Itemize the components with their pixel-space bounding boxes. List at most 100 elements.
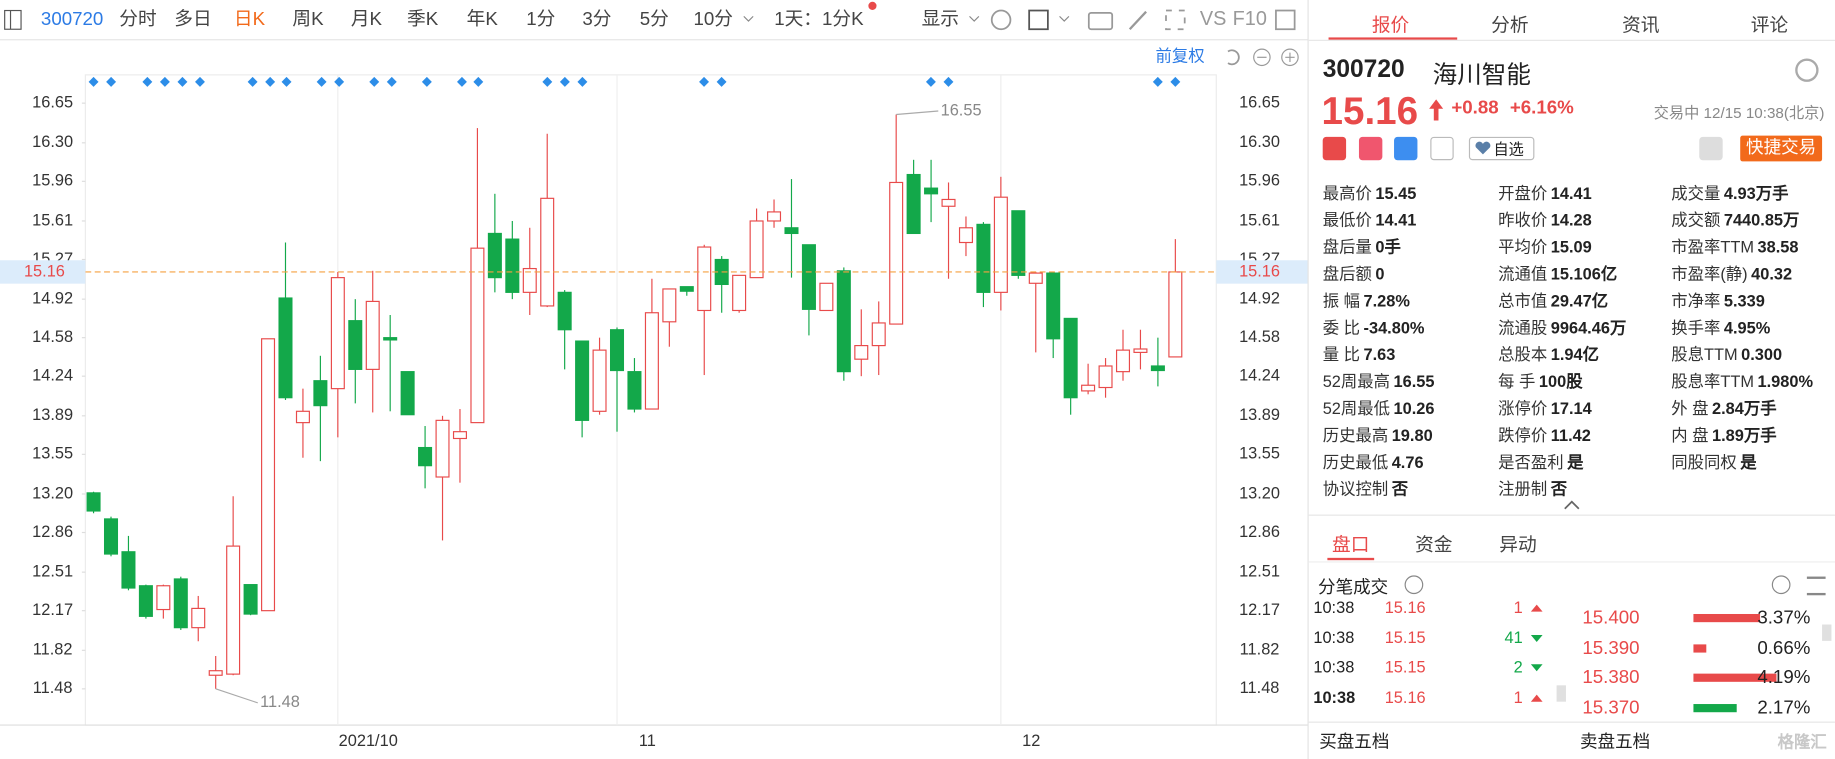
- event-marker[interactable]: [542, 76, 553, 87]
- event-marker[interactable]: [716, 76, 727, 87]
- event-marker[interactable]: [106, 76, 117, 87]
- panel-tab[interactable]: 分析: [1491, 16, 1529, 37]
- y-tick-label: 14.92: [32, 289, 73, 307]
- tag-icon[interactable]: [1394, 136, 1418, 161]
- event-marker[interactable]: [281, 76, 292, 87]
- book-tab[interactable]: 资金: [1415, 535, 1453, 556]
- event-marker[interactable]: [159, 76, 170, 87]
- stat-label: 平均价: [1498, 237, 1548, 257]
- event-marker[interactable]: [699, 76, 710, 87]
- annotation-leader: [896, 110, 939, 116]
- last-price: 15.16: [1321, 88, 1419, 133]
- collapse-caret[interactable]: [1564, 500, 1580, 510]
- stat-label: 成交额: [1671, 210, 1721, 230]
- undo-icon[interactable]: [1227, 49, 1240, 66]
- gear-icon[interactable]: [1795, 58, 1819, 82]
- event-marker[interactable]: [1152, 76, 1163, 87]
- event-marker[interactable]: [559, 76, 570, 87]
- candle-body: [1081, 384, 1096, 392]
- event-marker[interactable]: [577, 76, 588, 87]
- period-tab[interactable]: 多日: [174, 8, 211, 29]
- event-marker[interactable]: [473, 76, 484, 87]
- shape-icon[interactable]: [1028, 9, 1049, 31]
- toolbar-f10[interactable]: F10: [1233, 8, 1267, 30]
- stat-label: 总市值: [1498, 291, 1548, 310]
- zoom-in-icon[interactable]: [1281, 48, 1299, 67]
- stat-label: 委 比: [1322, 318, 1361, 337]
- tick-price: 15.15: [1384, 627, 1426, 647]
- panel-icon[interactable]: [1275, 9, 1296, 31]
- fullscreen-icon[interactable]: [1165, 9, 1186, 31]
- book-tab-divider: [1308, 561, 1835, 563]
- quick-trade-button[interactable]: 快捷交易: [1740, 135, 1823, 162]
- tick-dir-arrow: [1530, 604, 1543, 612]
- candle-body: [208, 670, 223, 676]
- note-icon[interactable]: [1430, 136, 1454, 161]
- period-tab[interactable]: 分时: [119, 8, 156, 29]
- bell-icon[interactable]: [1699, 136, 1723, 161]
- period-tab[interactable]: 1分: [526, 8, 555, 29]
- list-icon[interactable]: [1806, 576, 1826, 596]
- panel-tab[interactable]: 报价: [1371, 16, 1410, 37]
- menu-icon[interactable]: [4, 9, 22, 30]
- period-tab[interactable]: 日K: [234, 8, 266, 29]
- annotation-label: 11.48: [260, 693, 300, 711]
- book-tab[interactable]: 盘口: [1332, 535, 1370, 556]
- event-marker[interactable]: [943, 76, 954, 87]
- y-tick-label: 13.89: [32, 406, 73, 424]
- info-icon[interactable]: [1404, 575, 1424, 595]
- stat-cell: 股息TTM 0.300: [1671, 343, 1782, 366]
- panel-tab[interactable]: 评论: [1750, 16, 1789, 37]
- event-marker[interactable]: [177, 76, 188, 87]
- y-tick-label: 11.48: [33, 679, 73, 697]
- event-marker[interactable]: [316, 76, 327, 87]
- period-tab[interactable]: 5分: [640, 8, 669, 29]
- event-marker[interactable]: [386, 76, 397, 87]
- event-marker[interactable]: [88, 76, 99, 87]
- pen-icon[interactable]: [1128, 10, 1147, 31]
- period-tab[interactable]: 月K: [351, 8, 383, 29]
- y-tick-label-right: 14.92: [1239, 289, 1280, 307]
- stat-cell: 注册制否: [1498, 477, 1567, 500]
- candle-body: [784, 227, 799, 235]
- stat-label: 52周最高: [1322, 371, 1391, 391]
- event-marker[interactable]: [1170, 76, 1181, 87]
- event-marker[interactable]: [195, 76, 205, 87]
- flash-icon[interactable]: [1358, 136, 1383, 161]
- y-tick-label-right: 11.82: [1240, 641, 1280, 659]
- period-tab[interactable]: 周K: [292, 8, 324, 29]
- event-marker[interactable]: [265, 76, 276, 87]
- adjust-mode[interactable]: 前复权: [1156, 48, 1205, 66]
- event-marker[interactable]: [334, 76, 345, 87]
- flag-icon[interactable]: [1322, 136, 1347, 161]
- watch-button[interactable]: 自选: [1468, 136, 1535, 161]
- camera-icon[interactable]: [1087, 11, 1114, 31]
- period-tab[interactable]: 10分: [694, 8, 734, 29]
- event-marker[interactable]: [925, 76, 936, 87]
- event-marker[interactable]: [247, 76, 258, 87]
- panel-tab[interactable]: 资讯: [1622, 16, 1660, 37]
- y-tick-label: 14.24: [32, 367, 73, 385]
- toolbar-vs[interactable]: VS: [1200, 8, 1227, 30]
- period-tab[interactable]: 3分: [582, 8, 611, 29]
- candle-body: [819, 282, 834, 312]
- book-tab[interactable]: 异动: [1499, 535, 1537, 556]
- toolbar-display[interactable]: 显示: [922, 8, 959, 29]
- settings-icon[interactable]: [990, 9, 1012, 31]
- event-marker[interactable]: [421, 76, 432, 87]
- stat-cell: 跌停价 11.42: [1498, 423, 1591, 446]
- tick-vol: 2: [1513, 657, 1523, 676]
- stat-label: 成交量: [1671, 183, 1721, 203]
- period-tab[interactable]: 季K: [407, 8, 439, 29]
- toolbar-interval[interactable]: 1天：1分K: [774, 8, 864, 29]
- stat-label: 是否盈利: [1498, 452, 1564, 472]
- more-icon[interactable]: [1771, 575, 1791, 595]
- heart-icon: [1475, 141, 1491, 155]
- stat-label: 注册制: [1498, 479, 1548, 499]
- event-marker[interactable]: [142, 76, 153, 87]
- event-marker[interactable]: [456, 76, 467, 87]
- zoom-out-icon[interactable]: [1253, 48, 1271, 67]
- period-tab[interactable]: 年K: [467, 8, 499, 29]
- stat-label: 换手率: [1671, 318, 1721, 337]
- event-marker[interactable]: [369, 76, 380, 87]
